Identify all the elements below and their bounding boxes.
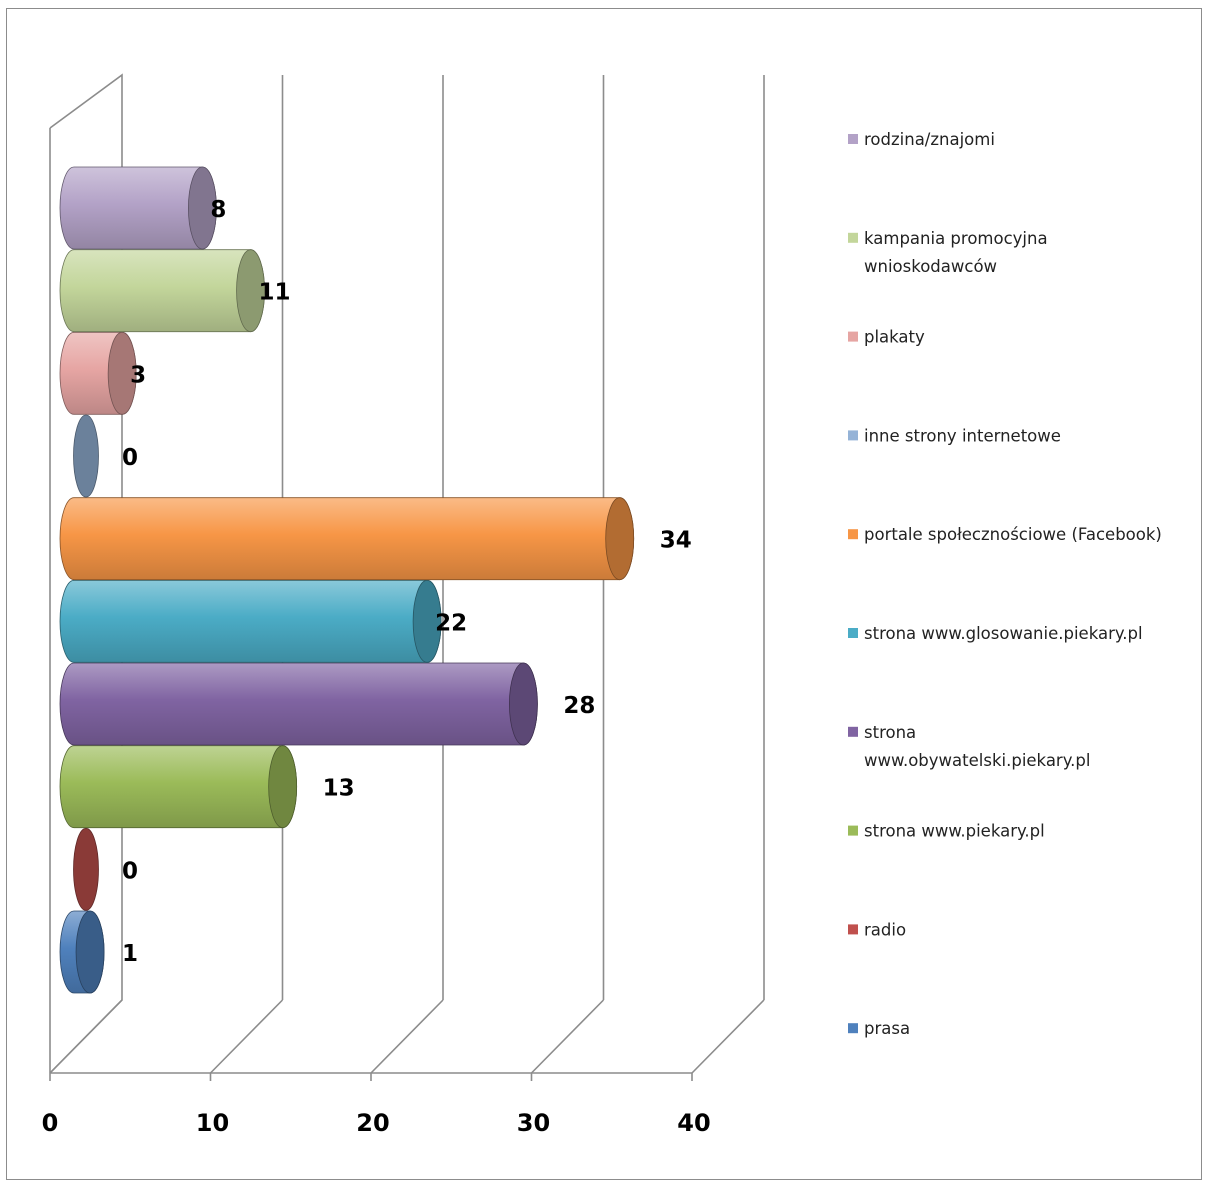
- x-tick-label-40: 40: [677, 1109, 710, 1137]
- floor-gridline-20: [370, 999, 444, 1074]
- x-tick-label-10: 10: [196, 1109, 229, 1137]
- data-label-portale-spolecznosciowe-facebook: 34: [660, 528, 692, 554]
- legend-label-prasa: prasa: [864, 1019, 910, 1038]
- legend-item-rodzina-znajomi: rodzina/znajomi: [848, 130, 995, 149]
- bar-body-portale-spolecznosciowe-facebook: [59, 497, 635, 581]
- floor-gridline-10: [209, 999, 284, 1074]
- legend-item-strona-www-glosowanie-piekary-pl: strona www.glosowanie.piekary.pl: [848, 624, 1143, 643]
- legend-swatch-plakaty: [848, 331, 858, 342]
- data-label-inne-strony-internetowe: 0: [122, 445, 138, 471]
- legend: rodzina/znajomi kampania promocyjna wniosk…: [848, 130, 1162, 1038]
- data-label-radio: 0: [122, 858, 138, 884]
- legend-item-radio: radio: [848, 920, 906, 939]
- bar-prasa: [59, 910, 105, 994]
- legend-label-plakaty: plakaty: [864, 328, 925, 347]
- bar-kampania-promocyjna-wnioskodawcow: [59, 249, 265, 333]
- legend-item-kampania-promocyjna-wnioskodawcow: kampania promocyjna wnioskodawców: [848, 229, 1048, 276]
- legend-item-strona-www-obywatelski-piekary-pl: strona www.obywatelski.piekary.pl: [848, 723, 1090, 770]
- legend-item-plakaty: plakaty: [848, 328, 925, 347]
- floor-gridline-40: [691, 999, 765, 1074]
- legend-swatch-inne-strony-internetowe: [848, 430, 858, 441]
- bar-cap-radio: [73, 827, 99, 911]
- bar-cap-strona-www-glosowanie-piekary-pl: [412, 579, 442, 663]
- bar-body-strona-www-piekary-pl: [59, 745, 298, 829]
- data-label-kampania-promocyjna-wnioskodawcow: 11: [259, 280, 291, 306]
- legend-label-inne-strony-internetowe: inne strony internetowe: [864, 426, 1061, 445]
- bar-cap-strona-www-obywatelski-piekary-pl: [509, 662, 538, 746]
- bar-inne-strony-internetowe: [73, 414, 99, 498]
- data-label-plakaty: 3: [130, 362, 146, 388]
- bar-cap-inne-strony-internetowe: [73, 414, 99, 498]
- legend-swatch-prasa: [848, 1023, 858, 1034]
- bar-cap-kampania-promocyjna-wnioskodawcow: [236, 249, 265, 333]
- data-label-prasa: 1: [122, 941, 138, 967]
- bar-radio: [73, 827, 99, 911]
- legend-label-radio: radio: [864, 920, 906, 939]
- x-axis-tick-labels: 0 10 20 30 40: [42, 1109, 711, 1137]
- bar-strona-www-obywatelski-piekary-pl: [59, 662, 538, 746]
- bar-cap-prasa: [75, 910, 105, 994]
- data-label-rodzina-znajomi: 8: [210, 197, 226, 223]
- data-labels: 1 0 13 28 22 34 0 3 11 8: [122, 197, 692, 967]
- x-tick-label-20: 20: [356, 1109, 389, 1137]
- floor-gridline-0: [49, 999, 123, 1074]
- bar-plakaty: [59, 331, 137, 415]
- bar-strona-www-piekary-pl: [59, 745, 298, 829]
- x-tick-label-30: 30: [517, 1109, 550, 1137]
- bars: [59, 166, 635, 994]
- legend-swatch-radio: [848, 924, 858, 935]
- legend-swatch-strona-www-glosowanie-piekary-pl: [848, 628, 858, 638]
- legend-item-prasa: prasa: [848, 1019, 910, 1038]
- bar-cap-rodzina-znajomi: [187, 166, 217, 250]
- legend-label-strona-www-obywatelski-piekary-pl: strona www.obywatelski.piekary.pl: [864, 723, 1090, 770]
- bar-body-strona-www-obywatelski-piekary-pl: [59, 662, 538, 746]
- legend-label-rodzina-znajomi: rodzina/znajomi: [864, 130, 995, 149]
- bar-body-strona-www-glosowanie-piekary-pl: [59, 579, 442, 663]
- legend-swatch-rodzina-znajomi: [848, 134, 858, 144]
- floor-gridline-30: [530, 999, 605, 1074]
- data-label-strona-www-glosowanie-piekary-pl: 22: [435, 610, 467, 636]
- legend-label-kampania-promocyjna-wnioskodawcow: kampania promocyjna wnioskodawców: [864, 229, 1048, 276]
- data-label-strona-www-piekary-pl: 13: [323, 776, 355, 802]
- bar-cap-portale-spolecznosciowe-facebook: [605, 497, 635, 581]
- legend-swatch-portale-spolecznosciowe-facebook: [848, 529, 858, 540]
- legend-label-portale-spolecznosciowe-facebook: portale społecznościowe (Facebook): [864, 525, 1162, 544]
- legend-swatch-kampania-promocyjna-wnioskodawcow: [848, 232, 858, 243]
- legend-swatch-strona-www-obywatelski-piekary-pl: [848, 726, 858, 737]
- data-label-strona-www-obywatelski-piekary-pl: 28: [563, 693, 595, 719]
- bar-strona-www-glosowanie-piekary-pl: [59, 579, 442, 663]
- legend-label-strona-www-glosowanie-piekary-pl: strona www.glosowanie.piekary.pl: [864, 624, 1143, 643]
- legend-label-strona-www-piekary-pl: strona www.piekary.pl: [864, 822, 1045, 841]
- legend-item-portale-spolecznosciowe-facebook: portale społecznościowe (Facebook): [848, 525, 1162, 544]
- legend-swatch-strona-www-piekary-pl: [848, 825, 858, 836]
- bar-portale-spolecznosciowe-facebook: [59, 497, 635, 581]
- bar-cap-strona-www-piekary-pl: [268, 745, 298, 829]
- bar-cap-plakaty: [107, 331, 137, 415]
- bar-body-kampania-promocyjna-wnioskodawcow: [59, 249, 265, 333]
- legend-item-strona-www-piekary-pl: strona www.piekary.pl: [848, 822, 1045, 841]
- legend-item-inne-strony-internetowe: inne strony internetowe: [848, 426, 1061, 445]
- bar-rodzina-znajomi: [59, 166, 217, 250]
- x-tick-label-0: 0: [42, 1109, 59, 1137]
